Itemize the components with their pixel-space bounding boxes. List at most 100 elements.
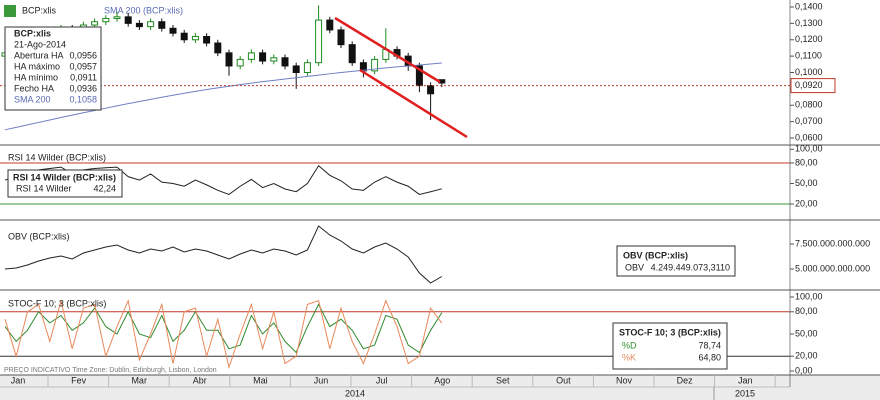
y-tick-label: 0,0700 — [795, 116, 823, 126]
info-value: 0,0936 — [69, 83, 97, 93]
pane-title[interactable]: STOC-F 10; 3 (BCP:xlis) — [8, 298, 106, 308]
info-value: 4.249.449.073,3110 — [651, 262, 730, 272]
info-label: %K — [622, 352, 636, 362]
candle-body — [236, 58, 244, 67]
x-tick-label: Set — [496, 375, 510, 385]
sma-line — [4, 62, 442, 131]
info-value: 42,24 — [93, 183, 116, 193]
info-label: Fecho HA — [14, 83, 54, 93]
candle-body — [180, 32, 188, 41]
candle-body — [259, 52, 267, 62]
info-label: Abertura HA — [14, 50, 64, 60]
candle-body — [303, 62, 311, 73]
indicator-title[interactable]: SMA 200 (BCP:xlis) — [104, 5, 183, 15]
y-tick-label: 0,1300 — [795, 18, 823, 28]
x-tick-label: Out — [556, 375, 571, 385]
trend-line — [359, 68, 468, 139]
info-date: 21-Ago-2014 — [14, 39, 66, 49]
info-value: 64,80 — [698, 352, 721, 362]
y-tick-label: 0,00 — [795, 365, 813, 375]
candle-body — [427, 85, 435, 95]
year-label: 2015 — [735, 388, 755, 398]
y-tick-label: 100,00 — [795, 291, 823, 301]
pane-title[interactable]: BCP:xlis — [22, 5, 57, 15]
candle-body — [371, 58, 379, 72]
pane-title[interactable]: OBV (BCP:xlis) — [8, 231, 70, 241]
candle-body — [135, 22, 143, 28]
symbol-icon[interactable] — [4, 5, 16, 17]
candle-body — [91, 21, 99, 26]
info-value: 78,74 — [698, 340, 721, 350]
candle-body — [102, 17, 110, 23]
y-tick-label: 80,00 — [795, 157, 818, 167]
pane-title[interactable]: RSI 14 Wilder (BCP:xlis) — [8, 152, 106, 162]
y-tick-label: 50,00 — [795, 178, 818, 188]
info-label: OBV — [625, 262, 644, 272]
x-tick-label: Jun — [314, 375, 329, 385]
candle-body — [214, 42, 222, 54]
trend-line — [334, 16, 441, 84]
y-tick-label: 20,00 — [795, 198, 818, 208]
candle-body — [326, 19, 334, 31]
y-tick-label: 5.000.000.000.000 — [795, 263, 870, 273]
y-tick-label: 100,00 — [795, 144, 823, 154]
footer: PREÇO INDICATIVO Time Zone: Dublin, Edin… — [4, 367, 217, 374]
candle-body — [158, 21, 166, 29]
info-value: 0,0957 — [69, 61, 97, 71]
price-label-box — [790, 78, 836, 94]
info-title: RSI 14 Wilder (BCP:xlis) — [13, 172, 116, 182]
y-tick-label: 0,0600 — [795, 132, 823, 142]
candle-body — [270, 57, 278, 62]
y-tick-label: 50,00 — [795, 328, 818, 338]
info-label: HA máximo — [14, 61, 60, 71]
candle-body — [191, 35, 199, 41]
x-tick-label: Mai — [253, 375, 268, 385]
y-tick-label: 0,1400 — [795, 1, 823, 11]
info-label: %D — [622, 340, 637, 350]
x-tick-label: Ago — [434, 375, 450, 385]
x-tick-label: Dez — [677, 375, 694, 385]
y-tick-label: 0,1000 — [795, 67, 823, 77]
x-tick-label: Jan — [738, 375, 753, 385]
indicator-line — [4, 225, 443, 284]
info-frame — [612, 322, 728, 370]
candle-body — [337, 29, 345, 46]
info-title: STOC-F 10; 3 (BCP:xlis) — [619, 327, 721, 337]
candle-body — [169, 27, 177, 34]
candle-body — [315, 19, 323, 64]
indicator-line — [4, 299, 443, 370]
y-tick-label: 80,00 — [795, 306, 818, 316]
x-tick-label: Jan — [11, 375, 26, 385]
y-tick-label: 0,1100 — [795, 51, 822, 61]
candle-body — [203, 35, 211, 44]
info-title: OBV (BCP:xlis) — [623, 250, 688, 260]
info-value: 0,1058 — [69, 94, 97, 104]
x-tick-label: Fev — [71, 375, 87, 385]
candle-body — [147, 21, 155, 28]
x-tick-label: Abr — [193, 375, 207, 385]
candle-body — [348, 44, 356, 64]
info-frame — [616, 245, 736, 277]
info-label: HA mínimo — [14, 72, 58, 82]
info-value: 0,0956 — [69, 50, 97, 60]
candle-body — [247, 52, 255, 60]
info-box: BCP:xlis 21-Ago-2014 Abertura HA 0,0956 HA… — [4, 26, 102, 111]
candle-body — [124, 16, 132, 24]
candle-body — [292, 65, 300, 73]
y-tick-label: 0,0800 — [795, 100, 823, 110]
x-tick-label: Mar — [131, 375, 147, 385]
info-value: 0,0911 — [70, 72, 97, 82]
candle-body — [225, 52, 233, 67]
y-tick-label: 20,00 — [795, 351, 818, 361]
year-label: 2014 — [345, 388, 365, 398]
info-label: RSI 14 Wilder — [16, 183, 72, 193]
info-frame — [4, 26, 102, 111]
y-tick-label: 7.500.000.000.000 — [795, 238, 870, 248]
candle-body — [113, 16, 121, 19]
info-frame — [7, 169, 123, 198]
info-title: BCP:xlis — [14, 28, 51, 38]
candle-body — [281, 57, 289, 67]
